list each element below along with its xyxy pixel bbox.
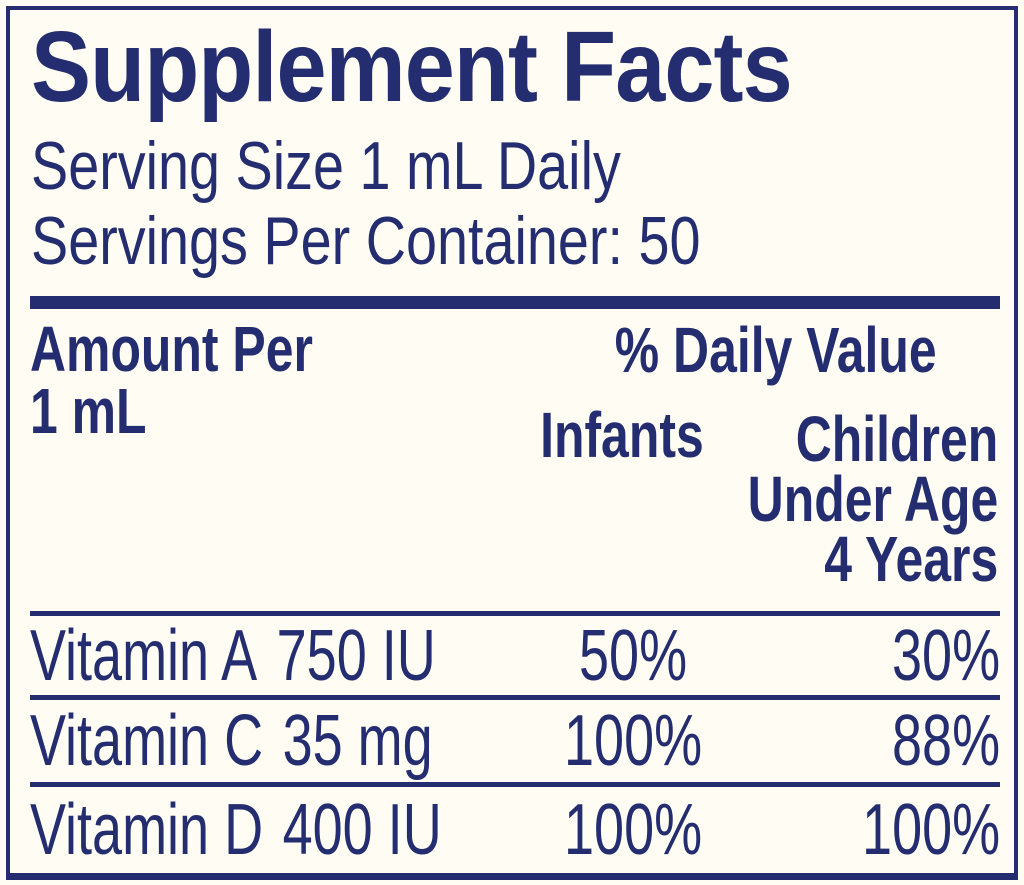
nutrient-name-cell: Vitamin A 750 IU xyxy=(30,620,571,692)
children-dv-value: 88% xyxy=(891,700,1000,781)
column-header-children: Children Under Age 4 Years xyxy=(677,403,998,595)
row-separator xyxy=(30,782,1000,787)
table-row-vitamin-d: Vitamin D 400 IU 100% 100% xyxy=(30,787,1000,872)
children-dv-cell: 30% xyxy=(700,620,1000,692)
nutrient-amount: 35 mg xyxy=(282,700,433,781)
header-divider-bar xyxy=(30,296,1000,309)
row-separator xyxy=(30,695,1000,700)
children-dv-value: 30% xyxy=(891,615,1000,696)
infants-dv-cell: 50% xyxy=(453,620,813,692)
amount-per-line2: 1 mL xyxy=(30,375,147,447)
infants-dv-cell: 100% xyxy=(453,794,813,866)
table-row-vitamin-a: Vitamin A 750 IU 50% 30% xyxy=(30,616,1000,695)
children-header-line1: Children xyxy=(795,403,998,475)
children-dv-cell: 88% xyxy=(700,705,1000,777)
nutrient-name-cell: Vitamin C 35 mg xyxy=(30,705,567,777)
nutrient-amount: 400 IU xyxy=(282,789,442,870)
servings-per-container-text: Servings Per Container: 50 xyxy=(31,203,701,279)
nutrient-name: Vitamin D xyxy=(30,789,264,870)
column-header-infants: Infants xyxy=(540,399,704,471)
infants-dv-value: 100% xyxy=(563,789,703,870)
table-row-vitamin-c: Vitamin C 35 mg 100% 88% xyxy=(30,700,1000,781)
infants-dv-value: 100% xyxy=(563,700,703,781)
infants-dv-value: 50% xyxy=(578,615,688,696)
nutrient-name: Vitamin C xyxy=(30,700,264,781)
children-header-line3: 4 Years xyxy=(824,523,998,595)
children-dv-cell: 100% xyxy=(700,794,1000,866)
row-separator xyxy=(30,611,1000,616)
nutrient-name: Vitamin A xyxy=(30,615,258,696)
page-title: Supplement Facts xyxy=(31,17,876,117)
children-dv-value: 100% xyxy=(861,789,1000,870)
serving-size-text: Serving Size 1 mL Daily xyxy=(31,128,621,204)
column-header-amount-per: Amount Per 1 mL xyxy=(30,313,393,447)
children-header-line2: Under Age xyxy=(747,463,998,535)
column-header-daily-value: % Daily Value xyxy=(615,314,937,386)
amount-per-line1: Amount Per xyxy=(30,313,313,385)
page-title-text: Supplement Facts xyxy=(31,11,793,123)
infants-dv-cell: 100% xyxy=(453,705,813,777)
nutrient-name-cell: Vitamin D 400 IU xyxy=(30,794,579,866)
nutrient-amount: 750 IU xyxy=(276,615,436,696)
